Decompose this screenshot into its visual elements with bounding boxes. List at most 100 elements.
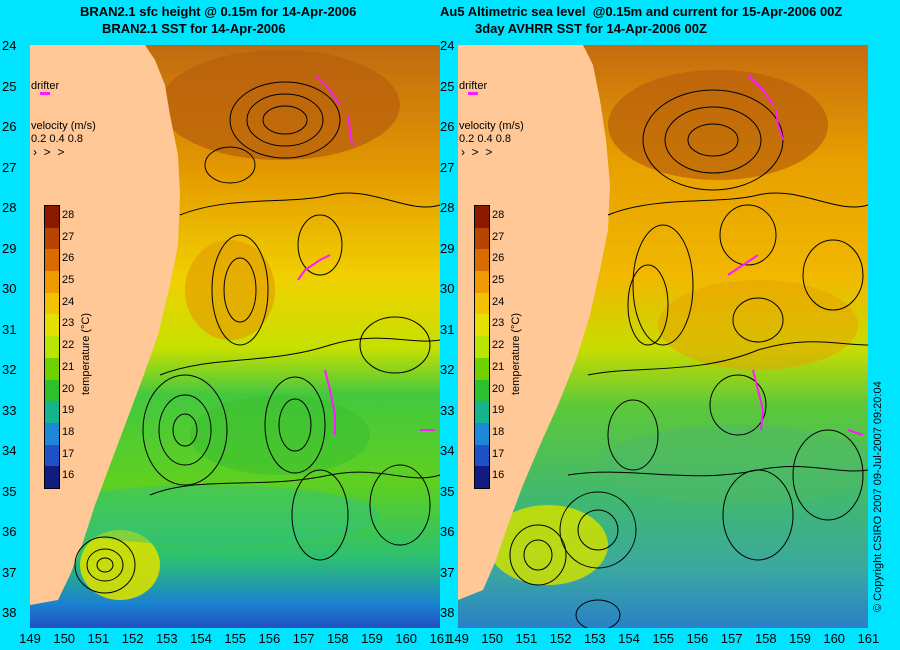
x-tick-label: 159	[789, 631, 811, 646]
colorbar-tick-label: 20	[492, 382, 505, 395]
x-tick-label: 157	[292, 631, 315, 646]
y-tick-label: 26	[2, 119, 17, 134]
x-tick-label: 155	[224, 631, 247, 646]
colorbar-tick-label: 20	[62, 382, 75, 395]
x-tick-label: 153	[155, 631, 178, 646]
x-tick-label: 149	[447, 631, 469, 646]
y-tick-label: 33	[440, 402, 455, 418]
y-tick-label: 38	[2, 605, 17, 620]
left-drifter-symbol	[40, 92, 50, 95]
colorbar-segment	[45, 466, 59, 488]
colorbar-segment	[45, 379, 59, 402]
right-drifter-label: drifter	[459, 80, 488, 92]
x-tick-label: 160	[395, 631, 418, 646]
colorbar-tick-label: 18	[492, 425, 505, 438]
colorbar-tick-label: 21	[492, 360, 505, 373]
colorbar-tick-label: 24	[62, 295, 75, 308]
right-title-line1: Au5 Altimetric sea level @0.15m and curr…	[440, 4, 843, 19]
y-tick-label: 26	[440, 119, 455, 134]
y-tick-label: 35	[440, 483, 455, 499]
left-drifter-label: drifter	[31, 80, 60, 92]
colorbar-segment	[475, 466, 489, 488]
right-map-panel	[458, 45, 868, 628]
colorbar-segment	[45, 444, 59, 467]
y-tick-label: 28	[2, 200, 17, 215]
colorbar-segment	[475, 249, 489, 272]
colorbar-tick-label: 25	[492, 274, 505, 287]
y-tick-label: 27	[440, 159, 455, 175]
right-velocity-arrows: › > >	[461, 145, 493, 159]
colorbar-segment	[475, 379, 489, 402]
y-tick-label: 30	[2, 281, 17, 296]
y-tick-label: 38	[440, 605, 455, 620]
right-colorbar-label: temperature (°C)	[510, 312, 522, 395]
x-tick-label: 154	[190, 631, 212, 646]
colorbar-segment	[475, 292, 489, 315]
left-map-panel	[30, 45, 440, 628]
right-drifter-tracks	[727, 74, 864, 436]
colorbar-segment	[475, 336, 489, 358]
x-tick-label: 161	[429, 631, 452, 646]
y-tick-label: 37	[2, 564, 17, 580]
right-colorbar	[474, 205, 490, 489]
colorbar-segment	[475, 206, 489, 228]
y-tick-label: 29	[440, 240, 455, 256]
colorbar-segment	[45, 206, 59, 228]
colorbar-segment	[45, 249, 59, 272]
x-tick-label: 156	[258, 631, 281, 646]
colorbar-tick-label: 28	[492, 209, 505, 221]
x-tick-label: 151	[87, 631, 110, 646]
colorbar-tick-label: 24	[492, 295, 505, 308]
x-tick-label: 154	[618, 631, 640, 646]
y-tick-label: 30	[440, 281, 455, 296]
left-title-line1: BRAN2.1 sfc height @ 0.15m for 14-Apr-20…	[80, 4, 357, 19]
colorbar-tick-label: 21	[62, 360, 75, 373]
x-tick-label: 150	[53, 631, 76, 646]
y-tick-label: 35	[2, 483, 17, 499]
y-tick-label: 31	[2, 321, 17, 337]
colorbar-tick-label: 27	[492, 230, 505, 243]
y-tick-label: 24	[2, 38, 17, 53]
colorbar-segment	[45, 292, 59, 315]
x-tick-label: 156	[686, 631, 709, 646]
colorbar-tick-label: 23	[62, 317, 75, 330]
colorbar-tick-label: 16	[492, 469, 505, 482]
x-tick-label: 151	[515, 631, 538, 646]
y-tick-label: 34	[2, 443, 17, 458]
y-tick-label: 27	[2, 159, 17, 175]
x-tick-label: 159	[361, 631, 383, 646]
y-tick-label: 32	[440, 362, 455, 377]
colorbar-tick-label: 17	[62, 447, 75, 460]
right-drifter-symbol	[468, 92, 478, 95]
left-title-line2: BRAN2.1 SST for 14-Apr-2006	[102, 21, 286, 36]
y-tick-label: 31	[440, 321, 455, 337]
colorbar-segment	[45, 357, 59, 380]
colorbar-segment	[45, 336, 59, 358]
colorbar-tick-label: 22	[492, 339, 505, 352]
x-tick-label: 155	[652, 631, 675, 646]
colorbar-segment	[475, 401, 489, 423]
colorbar-segment	[475, 422, 489, 445]
colorbar-tick-label: 28	[62, 209, 75, 221]
x-tick-label: 152	[121, 631, 144, 646]
colorbar-tick-label: 27	[62, 230, 75, 243]
y-tick-label: 37	[440, 564, 455, 580]
colorbar-segment	[475, 314, 489, 337]
x-tick-label: 149	[19, 631, 41, 646]
colorbar-tick-label: 18	[62, 425, 75, 438]
colorbar-tick-label: 22	[62, 339, 75, 352]
colorbar-segment	[45, 401, 59, 423]
x-tick-label: 160	[823, 631, 846, 646]
colorbar-tick-label: 26	[492, 252, 505, 265]
y-tick-label: 25	[2, 78, 17, 94]
right-velocity-title: velocity (m/s)	[459, 120, 524, 132]
colorbar-tick-label: 17	[492, 447, 505, 460]
y-tick-label: 24	[440, 38, 455, 53]
colorbar-segment	[475, 444, 489, 467]
colorbar-tick-label: 25	[62, 274, 75, 287]
left-velocity-arrows: › > >	[33, 145, 65, 159]
x-tick-label: 161	[857, 631, 880, 646]
colorbar-tick-label: 26	[62, 252, 75, 265]
x-tick-label: 152	[549, 631, 572, 646]
right-title-line2: 3day AVHRR SST for 14-Apr-2006 00Z	[475, 21, 707, 36]
